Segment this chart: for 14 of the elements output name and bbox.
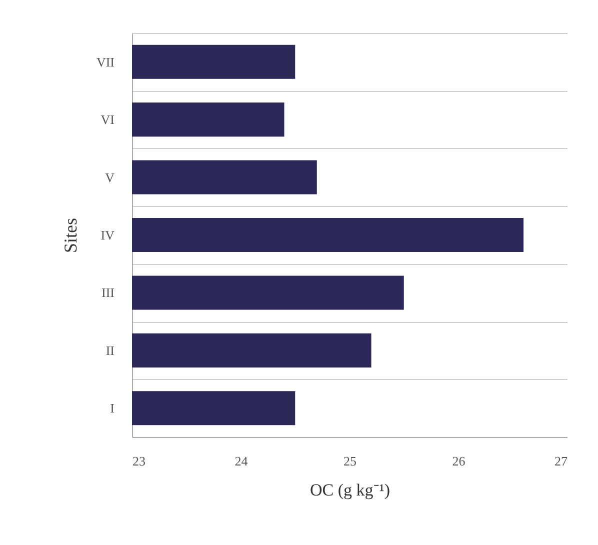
y-tick-label: II — [106, 342, 114, 358]
y-tick-label: VII — [96, 54, 114, 70]
x-tick-label: 23 — [132, 454, 146, 468]
y-tick-label: I — [110, 400, 114, 416]
y-tick-label: VI — [100, 112, 114, 128]
y-tick-label: III — [102, 285, 114, 300]
y-tick-label: V — [105, 170, 116, 185]
y-axis-title: Sites — [60, 218, 80, 254]
x-tick-label: 25 — [344, 454, 356, 468]
x-axis-title: OC (g kg⁻¹) — [310, 480, 390, 500]
x-tick-label: 27 — [554, 454, 568, 468]
x-tick-label: 26 — [452, 454, 466, 468]
x-tick-label: 24 — [234, 454, 248, 468]
y-tick-label: IV — [100, 228, 116, 242]
